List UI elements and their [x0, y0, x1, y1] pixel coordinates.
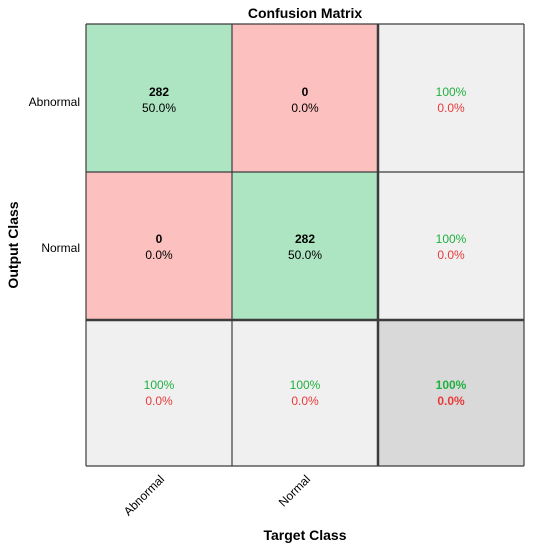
- plot-area: [86, 24, 524, 466]
- y-tick-label-normal: Normal: [41, 241, 80, 255]
- cell-percent-abnormal-normal: 0.0%: [291, 101, 319, 115]
- cell-abnormal-normal: [232, 24, 378, 172]
- cell-normal-abnormal: [86, 172, 232, 320]
- cell-percent-abnormal-abnormal: 50.0%: [142, 101, 176, 115]
- chart-title: Confusion Matrix: [248, 5, 363, 21]
- col-summary-normal: [232, 320, 378, 466]
- overall-correct: 100%: [436, 378, 467, 392]
- cell-count-abnormal-normal: 0: [302, 85, 309, 99]
- x-tick-label-normal: Normal: [276, 472, 313, 509]
- x-tick-label-abnormal: Abnormal: [121, 472, 167, 518]
- cell-count-abnormal-abnormal: 282: [149, 85, 169, 99]
- col-summary-incorrect-abnormal: 0.0%: [145, 394, 173, 408]
- col-summary-correct-abnormal: 100%: [144, 378, 175, 392]
- cell-normal-normal: [232, 172, 378, 320]
- grid-lines: [85, 23, 525, 467]
- cell-percent-normal-abnormal: 0.0%: [145, 248, 173, 262]
- cell-labels: 282 50.0% 0 0.0% 0 0.0% 282 50.0% 100% 0…: [142, 85, 467, 408]
- y-axis-label: Output Class: [5, 201, 21, 288]
- row-summary-correct-abnormal: 100%: [436, 85, 467, 99]
- y-tick-label-abnormal: Abnormal: [29, 95, 80, 109]
- cell-abnormal-abnormal: [86, 24, 232, 172]
- overall-summary: [378, 320, 524, 466]
- col-summary-correct-normal: 100%: [290, 378, 321, 392]
- x-axis-label: Target Class: [264, 527, 347, 543]
- cell-count-normal-abnormal: 0: [156, 232, 163, 246]
- row-summary-incorrect-abnormal: 0.0%: [437, 101, 465, 115]
- row-summary-correct-normal: 100%: [436, 232, 467, 246]
- cell-percent-normal-normal: 50.0%: [288, 248, 322, 262]
- col-summary-abnormal: [86, 320, 232, 466]
- cell-count-normal-normal: 282: [295, 232, 315, 246]
- row-summary-incorrect-normal: 0.0%: [437, 248, 465, 262]
- col-summary-incorrect-normal: 0.0%: [291, 394, 319, 408]
- row-summary-normal: [378, 172, 524, 320]
- row-summary-abnormal: [378, 24, 524, 172]
- overall-incorrect: 0.0%: [437, 394, 465, 408]
